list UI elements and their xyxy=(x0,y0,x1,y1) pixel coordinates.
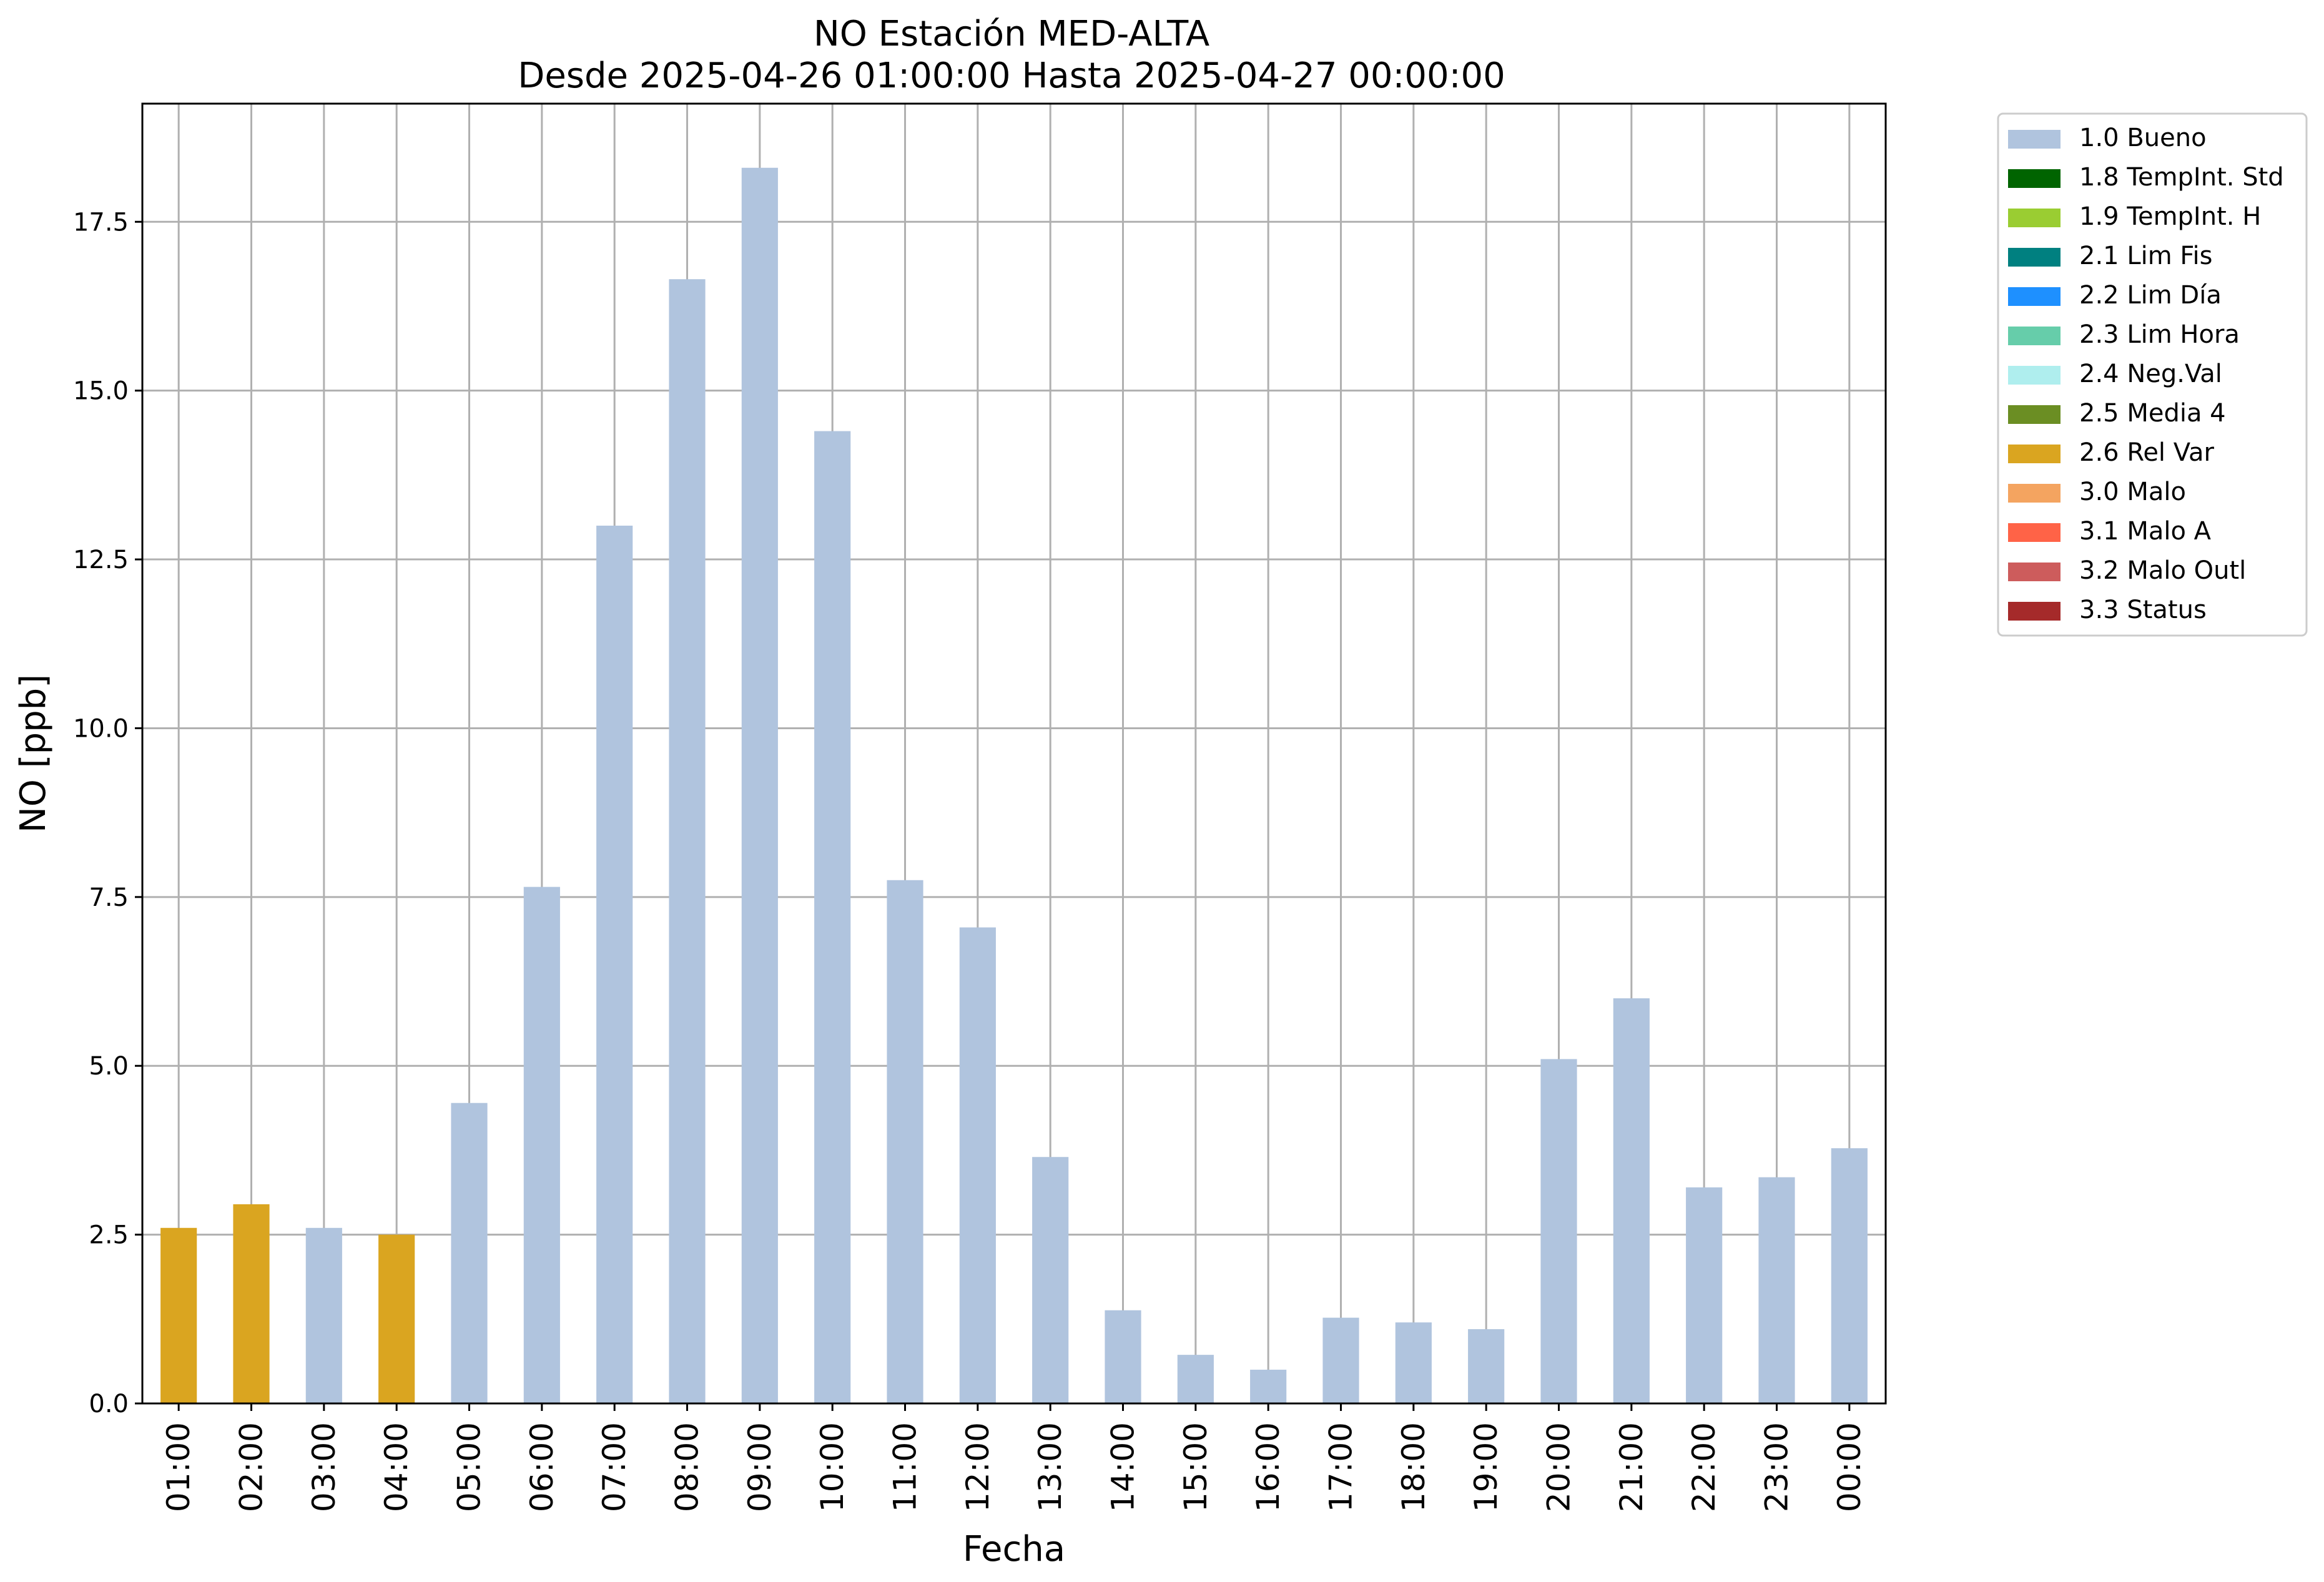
x-tick-label: 23:00 xyxy=(1759,1422,1795,1512)
x-tick-label: 21:00 xyxy=(1613,1422,1650,1512)
y-tick-label: 15.0 xyxy=(73,377,129,406)
x-tick-label: 01:00 xyxy=(160,1422,197,1512)
x-tick-label: 02:00 xyxy=(234,1422,270,1512)
x-tick-label: 12:00 xyxy=(960,1422,996,1512)
x-tick-label: 20:00 xyxy=(1541,1422,1577,1512)
legend-swatch xyxy=(2008,602,2061,621)
y-tick-label: 0.0 xyxy=(89,1390,129,1418)
x-tick-label: 22:00 xyxy=(1686,1422,1722,1512)
x-tick-label: 05:00 xyxy=(451,1422,488,1512)
legend-swatch xyxy=(2008,169,2061,188)
bar xyxy=(1105,1310,1141,1403)
legend-label: 2.4 Neg.Val xyxy=(2079,360,2222,388)
bar xyxy=(378,1234,415,1403)
chart-title-line-1: NO Estación MED-ALTA xyxy=(814,14,1209,54)
legend: 1.0 Bueno 1.8 TempInt. Std 1.9 TempInt. H 2… xyxy=(1997,112,2308,637)
x-axis: 01:00 02:00 03:00 04:00 05:00 06:00 07:00 08:00… xyxy=(160,1403,1868,1512)
legend-label: 1.8 TempInt. Std xyxy=(2079,163,2284,192)
legend-swatch xyxy=(2008,366,2061,385)
legend-label: 3.3 Status xyxy=(2079,596,2207,624)
legend-swatch xyxy=(2008,484,2061,503)
bar xyxy=(523,887,560,1403)
legend-swatch xyxy=(2008,563,2061,581)
x-tick-label: 15:00 xyxy=(1178,1422,1214,1512)
bar xyxy=(814,431,851,1403)
x-tick-label: 00:00 xyxy=(1831,1422,1868,1512)
bar xyxy=(1468,1329,1505,1403)
legend-label: 2.5 Media 4 xyxy=(2079,399,2226,428)
x-tick-label: 04:00 xyxy=(378,1422,415,1512)
bar xyxy=(741,167,778,1403)
bar xyxy=(1758,1177,1795,1403)
chart-title-line-2: Desde 2025-04-26 01:00:00 Hasta 2025-04-… xyxy=(518,56,1505,96)
x-tick-label: 03:00 xyxy=(306,1422,342,1512)
y-tick-label: 7.5 xyxy=(89,883,129,912)
legend-label: 1.0 Bueno xyxy=(2079,124,2207,152)
bar xyxy=(596,525,633,1403)
legend-swatch xyxy=(2008,209,2061,227)
legend-label: 2.3 Lim Hora xyxy=(2079,320,2240,349)
legend-frame xyxy=(1997,112,2308,637)
legend-label: 3.0 Malo xyxy=(2079,478,2186,506)
x-tick-label: 09:00 xyxy=(742,1422,778,1512)
bar xyxy=(451,1103,488,1403)
x-tick-label: 07:00 xyxy=(596,1422,633,1512)
y-tick-label: 12.5 xyxy=(73,546,129,574)
bar xyxy=(1032,1157,1069,1403)
bar xyxy=(233,1204,270,1403)
legend-swatch xyxy=(2008,405,2061,424)
legend-label: 3.1 Malo A xyxy=(2079,517,2212,546)
legend-label: 2.2 Lim Día xyxy=(2079,281,2222,310)
x-tick-label: 13:00 xyxy=(1032,1422,1068,1512)
y-axis-title: NO [ppb] xyxy=(13,674,54,833)
legend-label: 2.1 Lim Fis xyxy=(2079,242,2212,270)
x-tick-label: 16:00 xyxy=(1250,1422,1286,1512)
bar xyxy=(1613,998,1650,1403)
bar xyxy=(160,1227,197,1403)
y-tick-label: 17.5 xyxy=(73,208,129,237)
bar xyxy=(1395,1322,1432,1403)
legend-label: 1.9 TempInt. H xyxy=(2079,202,2261,231)
x-tick-label: 14:00 xyxy=(1105,1422,1141,1512)
legend-swatch xyxy=(2008,248,2061,267)
bar xyxy=(1250,1369,1287,1403)
legend-label: 3.2 Malo Outl xyxy=(2079,556,2246,585)
bar xyxy=(959,927,996,1403)
bar xyxy=(1177,1355,1214,1403)
bar xyxy=(1540,1059,1577,1403)
bar xyxy=(887,880,923,1403)
x-tick-label: 11:00 xyxy=(887,1422,923,1512)
bar xyxy=(669,279,706,1403)
y-axis: 0.0 2.5 5.0 7.5 10.0 12.5 15.0 17.5 xyxy=(73,208,142,1418)
bar xyxy=(1831,1148,1868,1403)
x-tick-label: 18:00 xyxy=(1396,1422,1432,1512)
x-tick-label: 06:00 xyxy=(524,1422,560,1512)
legend-swatch xyxy=(2008,130,2061,149)
bar xyxy=(1686,1187,1723,1403)
legend-swatch xyxy=(2008,287,2061,306)
x-tick-label: 17:00 xyxy=(1323,1422,1359,1512)
x-axis-title: Fecha xyxy=(963,1529,1065,1570)
legend-swatch xyxy=(2008,327,2061,345)
y-tick-label: 2.5 xyxy=(89,1221,129,1250)
legend-swatch xyxy=(2008,523,2061,542)
legend-label: 2.6 Rel Var xyxy=(2079,438,2215,467)
y-tick-label: 5.0 xyxy=(89,1052,129,1081)
x-tick-label: 10:00 xyxy=(814,1422,850,1512)
plot-frame xyxy=(141,102,1887,1405)
bars xyxy=(160,167,1868,1403)
x-tick-label: 19:00 xyxy=(1468,1422,1504,1512)
bar xyxy=(305,1227,342,1403)
y-tick-label: 10.0 xyxy=(73,714,129,743)
legend-swatch xyxy=(2008,445,2061,463)
bar xyxy=(1322,1317,1359,1403)
x-tick-label: 08:00 xyxy=(669,1422,706,1512)
